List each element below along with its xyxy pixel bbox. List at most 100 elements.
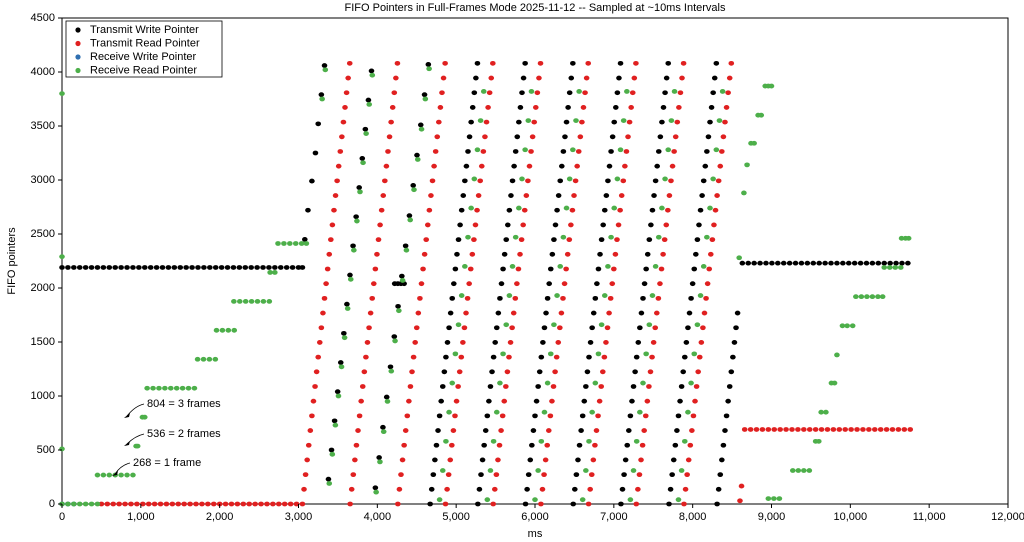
- data-point: [823, 409, 829, 415]
- data-point: [489, 369, 495, 375]
- data-point: [598, 322, 605, 328]
- data-point: [122, 501, 128, 507]
- data-point: [877, 427, 884, 432]
- data-point: [816, 260, 822, 266]
- data-point: [643, 266, 649, 272]
- data-point: [733, 325, 739, 331]
- data-point: [449, 380, 456, 386]
- data-point: [157, 501, 164, 507]
- data-point: [264, 501, 270, 507]
- data-point: [627, 497, 634, 503]
- data-point: [720, 134, 727, 140]
- data-point: [451, 281, 457, 287]
- data-point: [744, 162, 750, 168]
- y-tick-label: 4000: [31, 66, 55, 78]
- data-point: [316, 340, 323, 345]
- data-point: [467, 266, 474, 272]
- data-point: [647, 369, 654, 375]
- data-point: [860, 427, 866, 432]
- data-point: [141, 265, 148, 270]
- data-point: [678, 468, 685, 473]
- data-point: [635, 486, 641, 492]
- data-point: [853, 294, 859, 300]
- data-point: [466, 281, 472, 287]
- data-point: [895, 427, 902, 432]
- data-point: [604, 325, 611, 331]
- data-point: [575, 457, 581, 463]
- data-point: [59, 91, 65, 96]
- data-point: [392, 338, 398, 344]
- data-point: [287, 501, 294, 507]
- data-point: [648, 222, 654, 228]
- data-point: [711, 75, 718, 81]
- data-point: [538, 501, 544, 507]
- data-point: [798, 260, 805, 266]
- data-point: [380, 429, 387, 435]
- data-point: [464, 295, 471, 301]
- data-point: [765, 427, 772, 432]
- data-point: [568, 75, 575, 81]
- data-point: [509, 178, 516, 184]
- data-point: [679, 75, 685, 81]
- data-point: [406, 398, 412, 404]
- data-point: [377, 459, 383, 465]
- data-point: [655, 295, 662, 301]
- data-point: [350, 472, 357, 478]
- data-point: [201, 265, 207, 270]
- data-point: [356, 413, 363, 419]
- data-point: [707, 251, 714, 257]
- data-point: [409, 369, 415, 375]
- data-point: [395, 303, 401, 309]
- data-point: [156, 385, 162, 391]
- annotation: 536 = 2 frames: [147, 428, 221, 440]
- data-point: [394, 60, 401, 66]
- data-point: [633, 354, 640, 360]
- data-point: [124, 265, 130, 270]
- data-point: [624, 442, 631, 448]
- data-point: [587, 486, 593, 492]
- data-point: [619, 486, 626, 492]
- data-point: [398, 472, 404, 478]
- data-point: [318, 325, 325, 331]
- data-point: [603, 340, 609, 345]
- data-point: [360, 160, 366, 166]
- data-point: [725, 90, 731, 96]
- data-point: [568, 222, 574, 228]
- data-point: [540, 340, 546, 345]
- data-point: [500, 351, 506, 357]
- data-point: [511, 163, 517, 169]
- data-point: [614, 237, 620, 243]
- data-point: [450, 428, 457, 433]
- data-point: [557, 325, 563, 331]
- data-point: [693, 251, 699, 257]
- data-point: [281, 241, 287, 246]
- data-point: [509, 264, 516, 269]
- data-point: [536, 75, 542, 81]
- data-point: [326, 251, 333, 257]
- data-point: [652, 264, 659, 269]
- data-point: [457, 222, 463, 228]
- data-point: [589, 325, 595, 331]
- y-tick-label: 3500: [31, 120, 55, 132]
- data-point: [552, 222, 559, 228]
- data-point: [444, 486, 450, 492]
- data-point: [431, 163, 437, 169]
- data-point: [723, 105, 730, 110]
- data-point: [818, 427, 825, 432]
- data-point: [340, 119, 347, 125]
- data-point: [789, 427, 795, 432]
- data-point: [765, 496, 772, 501]
- data-point: [687, 442, 694, 448]
- data-point: [551, 237, 557, 243]
- data-point: [704, 234, 710, 240]
- data-point: [452, 351, 459, 357]
- data-point: [854, 427, 860, 432]
- data-point: [660, 105, 667, 110]
- data-point: [428, 486, 435, 492]
- data-point: [315, 354, 322, 360]
- data-point: [824, 427, 831, 432]
- x-tick-label: 9,000: [758, 511, 786, 523]
- data-point: [686, 310, 693, 316]
- data-point: [706, 266, 713, 272]
- data-point: [309, 413, 315, 419]
